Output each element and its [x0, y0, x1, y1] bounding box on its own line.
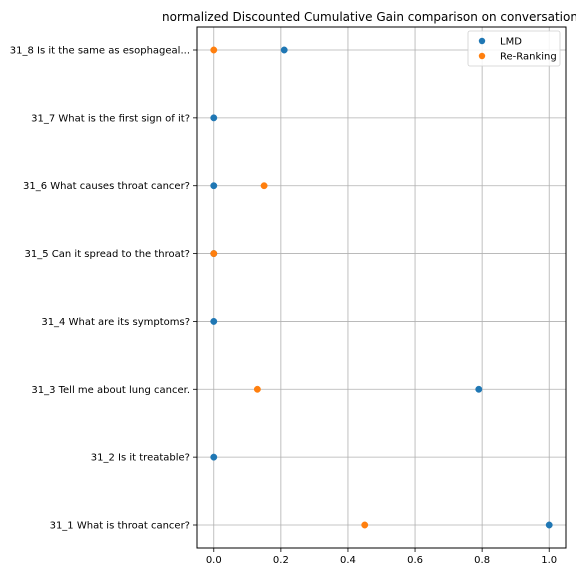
data-point-re-ranking — [210, 250, 218, 258]
y-tick-label: 31_1 What is throat cancer? — [50, 521, 190, 532]
data-point-lmd — [210, 453, 218, 461]
legend-box — [467, 30, 561, 67]
data-point-lmd — [210, 317, 218, 325]
axis-ticks: 0.0 0.2 0.4 0.6 0.8 1.0 31_1 What is throat ca… — [10, 46, 557, 567]
y-tick-label: 31_3 Tell me about lung cancer. — [31, 385, 190, 396]
y-tick-label: 31_2 Is it treatable? — [91, 453, 190, 464]
y-tick-label: 31_8 Is it the same as esophageal... — [10, 46, 190, 57]
data-points — [210, 46, 553, 529]
y-tick-label: 31_5 Can it spread to the throat? — [25, 249, 190, 260]
x-tick-label: 0.0 — [206, 555, 222, 566]
data-point-lmd — [210, 182, 218, 190]
legend-label-lmd: LMD — [500, 37, 522, 48]
data-point-lmd — [210, 114, 218, 122]
x-tick-label: 0.2 — [273, 555, 289, 566]
legend-label-re-ranking: Re-Ranking — [500, 52, 557, 63]
y-tick-label: 31_6 What causes throat cancer? — [23, 181, 190, 192]
data-point-lmd — [545, 521, 553, 529]
legend-marker-lmd — [478, 37, 486, 45]
data-point-re-ranking — [361, 521, 369, 529]
y-tick-label: 31_4 What are its symptoms? — [41, 317, 190, 328]
data-point-re-ranking — [210, 46, 218, 54]
x-tick-label: 1.0 — [541, 555, 557, 566]
data-point-re-ranking — [253, 385, 261, 393]
x-tick-label: 0.8 — [474, 555, 490, 566]
x-tick-label: 0.6 — [407, 555, 423, 566]
data-point-lmd — [475, 385, 483, 393]
x-tick-label: 0.4 — [340, 555, 356, 566]
data-point-lmd — [280, 46, 288, 54]
chart-title: normalized Discounted Cumulative Gain co… — [162, 10, 576, 24]
data-point-re-ranking — [260, 182, 268, 190]
legend: LMD Re-Ranking — [467, 30, 561, 67]
y-tick-label: 31_7 What is the first sign of it? — [31, 113, 190, 124]
legend-marker-re-ranking — [478, 52, 486, 60]
plot-frame — [196, 26, 567, 549]
